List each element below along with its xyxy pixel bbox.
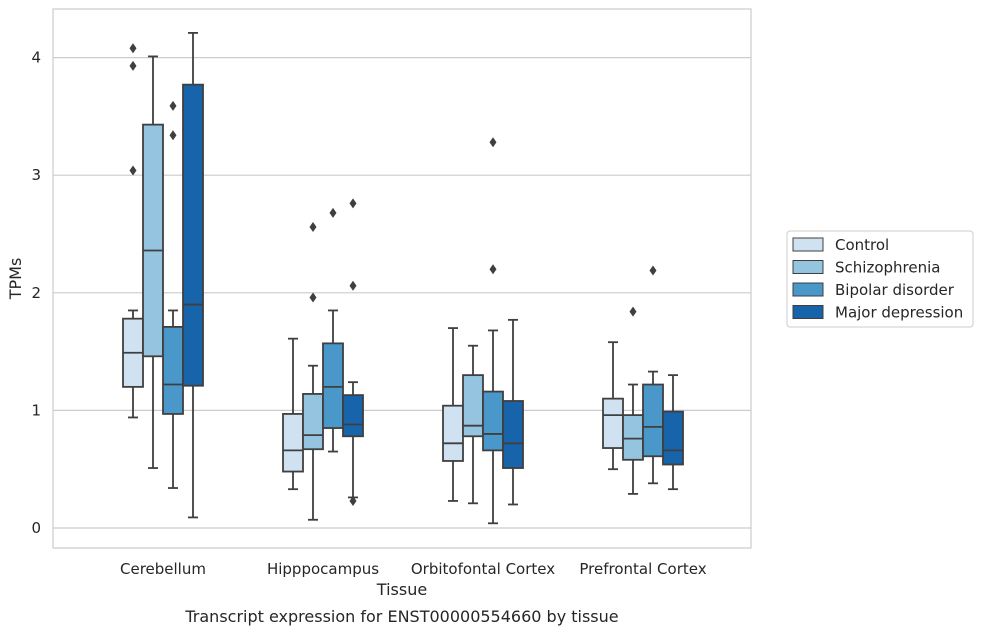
legend-item: Control bbox=[792, 236, 889, 254]
legend-label: Bipolar disorder bbox=[835, 281, 955, 299]
outlier-point bbox=[649, 265, 657, 276]
box-schizophrenia bbox=[142, 55, 164, 469]
outlier-point bbox=[129, 60, 137, 71]
box-control bbox=[282, 337, 304, 491]
box-bipolar-disorder bbox=[642, 265, 664, 485]
box-control bbox=[122, 43, 144, 419]
legend-swatch bbox=[792, 305, 824, 319]
legend-item: Schizophrenia bbox=[792, 259, 940, 277]
box-iqr bbox=[162, 326, 184, 415]
legend-item: Major depression bbox=[792, 304, 963, 322]
outlier-point bbox=[169, 130, 177, 141]
legend-swatch bbox=[792, 237, 824, 252]
plot-frame bbox=[52, 8, 752, 549]
y-tick-label: 3 bbox=[31, 166, 41, 184]
box-bipolar-disorder bbox=[482, 137, 504, 525]
y-axis-label: TPMs bbox=[6, 258, 25, 301]
box-bipolar-disorder bbox=[162, 100, 184, 489]
outlier-point bbox=[309, 221, 317, 232]
box-iqr bbox=[142, 123, 164, 358]
box-iqr bbox=[662, 410, 684, 466]
box-iqr bbox=[342, 394, 364, 438]
x-tick-label: Cerebellum bbox=[120, 560, 206, 578]
outlier-point bbox=[349, 495, 357, 506]
box-control bbox=[602, 341, 624, 471]
box-plots bbox=[122, 32, 684, 525]
legend-swatch bbox=[792, 282, 824, 297]
box-iqr bbox=[622, 414, 644, 461]
legend-label: Control bbox=[835, 236, 889, 254]
outlier-point bbox=[309, 292, 317, 303]
outlier-point bbox=[169, 100, 177, 111]
box-schizophrenia bbox=[462, 344, 484, 505]
legend-frame bbox=[786, 230, 974, 328]
box-schizophrenia bbox=[302, 221, 324, 521]
box-iqr bbox=[302, 393, 324, 451]
box-iqr bbox=[462, 374, 484, 438]
y-axis-ticks: 0 1 2 3 4 bbox=[31, 49, 41, 537]
x-axis-label: Tissue bbox=[376, 580, 427, 599]
box-iqr bbox=[602, 397, 624, 449]
box-iqr bbox=[282, 413, 304, 473]
box-major-depression bbox=[502, 318, 524, 506]
box-iqr bbox=[442, 404, 464, 462]
box-iqr bbox=[642, 383, 664, 458]
legend-item: Bipolar disorder bbox=[792, 281, 955, 299]
legend-swatch bbox=[792, 260, 824, 274]
outlier-point bbox=[349, 280, 357, 291]
y-tick-label: 4 bbox=[31, 49, 41, 67]
x-tick-label: Hipppocampus bbox=[267, 560, 379, 578]
chart-caption: Transcript expression for ENST0000055466… bbox=[184, 607, 618, 626]
outlier-point bbox=[629, 306, 637, 317]
x-tick-label: Prefrontal Cortex bbox=[579, 560, 706, 578]
y-tick-label: 1 bbox=[31, 401, 41, 419]
outlier-point bbox=[129, 165, 137, 176]
box-bipolar-disorder bbox=[322, 207, 344, 453]
legend-label: Major depression bbox=[835, 304, 963, 322]
box-major-depression bbox=[342, 198, 364, 506]
legend-label: Schizophrenia bbox=[835, 259, 940, 277]
y-tick-label: 2 bbox=[31, 284, 41, 302]
box-iqr bbox=[502, 400, 524, 469]
box-control bbox=[442, 327, 464, 502]
x-axis-ticks: Cerebellum Hipppocampus Orbitofontal Corte… bbox=[120, 560, 707, 578]
box-iqr bbox=[322, 342, 344, 429]
outlier-point bbox=[489, 137, 497, 148]
outlier-point bbox=[489, 264, 497, 275]
outlier-point bbox=[329, 207, 337, 218]
outlier-point bbox=[129, 43, 137, 54]
box-major-depression bbox=[662, 374, 684, 491]
box-iqr bbox=[182, 83, 204, 387]
box-schizophrenia bbox=[622, 306, 644, 495]
box-major-depression bbox=[182, 32, 204, 519]
legend: Control Schizophrenia Bipolar disorder Majo… bbox=[786, 230, 974, 328]
y-tick-label: 0 bbox=[31, 519, 41, 537]
x-tick-label: Orbitofontal Cortex bbox=[411, 560, 555, 578]
box-iqr bbox=[482, 390, 504, 452]
outlier-point bbox=[349, 198, 357, 209]
